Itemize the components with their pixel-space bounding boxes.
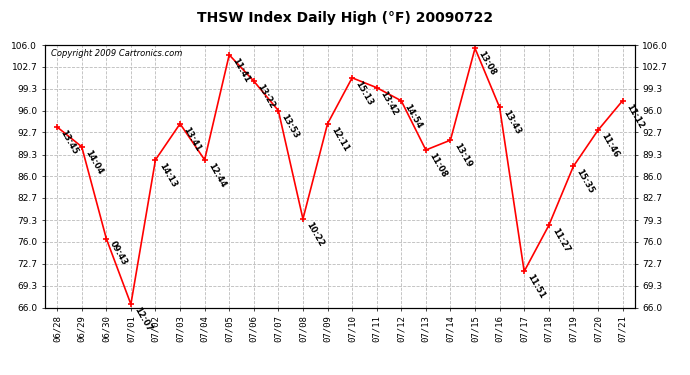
Text: 15:13: 15:13 [353, 79, 375, 107]
Text: 13:19: 13:19 [452, 141, 473, 169]
Text: Copyright 2009 Cartronics.com: Copyright 2009 Cartronics.com [51, 49, 182, 58]
Text: 13:42: 13:42 [378, 89, 400, 117]
Text: 11:12: 11:12 [624, 102, 645, 130]
Text: 11:41: 11:41 [230, 56, 252, 84]
Text: 11:51: 11:51 [526, 273, 546, 301]
Text: 15:35: 15:35 [575, 168, 596, 195]
Text: 14:13: 14:13 [157, 161, 178, 189]
Text: THSW Index Daily High (°F) 20090722: THSW Index Daily High (°F) 20090722 [197, 11, 493, 25]
Text: 11:27: 11:27 [550, 227, 571, 255]
Text: 11:08: 11:08 [427, 152, 449, 179]
Text: 09:43: 09:43 [108, 240, 129, 267]
Text: 10:22: 10:22 [304, 220, 326, 248]
Text: 13:45: 13:45 [59, 128, 80, 156]
Text: 12:44: 12:44 [206, 161, 227, 189]
Text: 14:54: 14:54 [403, 102, 424, 130]
Text: 11:46: 11:46 [600, 132, 620, 159]
Text: 13:22: 13:22 [255, 82, 277, 110]
Text: 13:53: 13:53 [279, 112, 301, 140]
Text: 13:08: 13:08 [476, 50, 497, 77]
Text: 13:43: 13:43 [501, 109, 522, 136]
Text: 14:04: 14:04 [83, 148, 104, 176]
Text: 13:41: 13:41 [181, 125, 203, 153]
Text: 12:11: 12:11 [329, 125, 350, 153]
Text: 12:07: 12:07 [132, 306, 153, 333]
